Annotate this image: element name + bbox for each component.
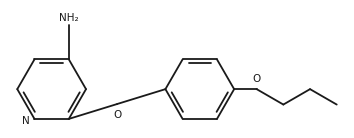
Text: NH₂: NH₂ xyxy=(59,13,79,23)
Text: N: N xyxy=(22,116,30,126)
Text: O: O xyxy=(113,110,121,120)
Text: O: O xyxy=(252,74,261,84)
